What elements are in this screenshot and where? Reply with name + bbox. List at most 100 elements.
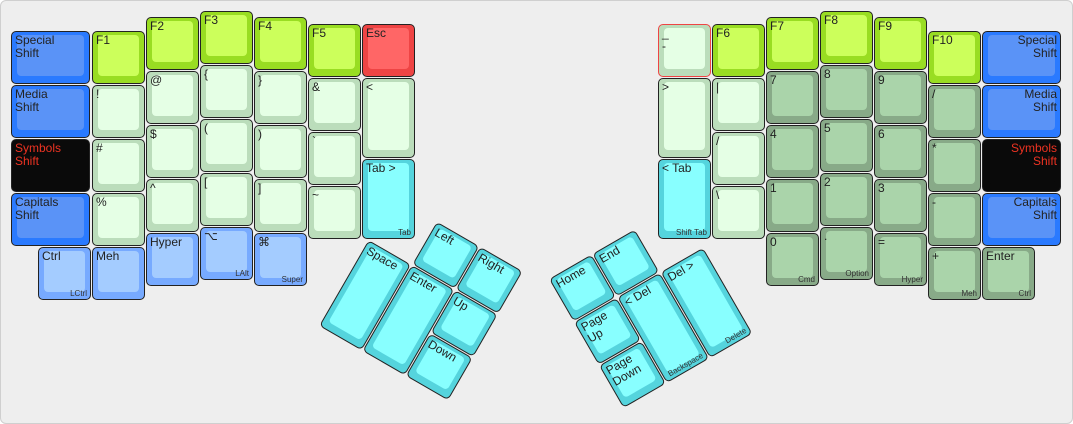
key-f10[interactable]: F10 (928, 31, 981, 84)
key-label: Media Shift (15, 87, 48, 114)
keycap (664, 28, 705, 69)
key-symbols-shift[interactable]: Symbols Shift (982, 139, 1061, 192)
key-symbol[interactable]: [ (200, 173, 253, 226)
key-label: F3 (204, 13, 219, 27)
key-f8[interactable]: F8 (820, 11, 873, 64)
key-symbol[interactable]: @ (146, 71, 199, 124)
key-special-shift[interactable]: Special Shift (11, 31, 90, 84)
key-ctrl[interactable]: Ctrl LCtrl (38, 247, 91, 300)
key-f6[interactable]: F6 (712, 24, 765, 77)
key-capitals-shift[interactable]: Capitals Shift (982, 193, 1061, 246)
key-esc[interactable]: Esc (362, 24, 415, 77)
key-label: [ (204, 175, 208, 189)
key-2[interactable]: 2 (820, 173, 873, 226)
key-symbol[interactable]: > (658, 78, 711, 158)
key-symbol[interactable]: ⌥ LAlt (200, 227, 253, 280)
key-f4[interactable]: F4 (254, 17, 307, 70)
key-symbol[interactable]: ` (308, 132, 361, 185)
keycap (880, 21, 921, 62)
key-sublabel: Hyper (901, 275, 923, 284)
key-meh[interactable]: Meh (92, 247, 145, 300)
key-4[interactable]: 4 (766, 125, 819, 178)
key-symbols-shift[interactable]: Symbols Shift (11, 139, 90, 192)
key-1[interactable]: 1 (766, 179, 819, 232)
key-symbol[interactable]: { (200, 65, 253, 118)
key-symbol[interactable]: ⌘ Super (254, 233, 307, 286)
key-symbol[interactable]: _ - (658, 24, 711, 77)
key-symbol[interactable]: * (928, 139, 981, 192)
keycap (772, 183, 813, 224)
key-sublabel: Ctrl (1018, 289, 1031, 298)
key-symbol[interactable]: % (92, 193, 145, 246)
key-label: F2 (150, 19, 165, 33)
keycap (260, 129, 301, 170)
key-symbol[interactable]: # (92, 139, 145, 192)
keycap (260, 183, 301, 224)
key-f2[interactable]: F2 (146, 17, 199, 70)
key-media-shift[interactable]: Media Shift (11, 85, 90, 138)
key-symbol[interactable]: + Meh (928, 247, 981, 300)
key-symbol[interactable]: = Hyper (874, 233, 927, 286)
keycap (772, 21, 813, 62)
key-symbol[interactable]: / (712, 132, 765, 185)
key-label: . (824, 229, 828, 243)
keycap (152, 183, 193, 224)
key-sublabel: LAlt (235, 269, 249, 278)
key-label: < Tab (662, 161, 692, 175)
key-symbol[interactable]: & (308, 78, 361, 131)
key-label: 9 (878, 73, 885, 87)
key-hyper[interactable]: Hyper (146, 233, 199, 286)
key-tab[interactable]: Tab > Tab (362, 159, 415, 239)
keycap (206, 69, 247, 110)
key-symbol[interactable]: } (254, 71, 307, 124)
key-capitals-shift[interactable]: Capitals Shift (11, 193, 90, 246)
keycap (314, 136, 355, 177)
key-symbol[interactable]: \ (712, 186, 765, 239)
key-label: } (258, 73, 263, 87)
key-5[interactable]: 5 (820, 119, 873, 172)
key-tab[interactable]: < Tab Shift Tab (658, 159, 711, 239)
keycap (98, 197, 139, 238)
key-f1[interactable]: F1 (92, 31, 145, 84)
key-symbol[interactable]: / (928, 85, 981, 138)
key-symbol[interactable]: ] (254, 179, 307, 232)
key-label: $ (150, 127, 157, 141)
key-f3[interactable]: F3 (200, 11, 253, 64)
key-symbol[interactable]: $ (146, 125, 199, 178)
key-label: 3 (878, 181, 885, 195)
key-7[interactable]: 7 (766, 71, 819, 124)
key-symbol[interactable]: | (712, 78, 765, 131)
key-6[interactable]: 6 (874, 125, 927, 178)
key-label: 0 (770, 235, 777, 249)
key-symbol[interactable]: ~ (308, 186, 361, 239)
keycap (988, 143, 1055, 184)
key-label: F4 (258, 19, 273, 33)
key-3[interactable]: 3 (874, 179, 927, 232)
key-symbol[interactable]: ( (200, 119, 253, 172)
key-label: 4 (770, 127, 777, 141)
key-special-shift[interactable]: Special Shift (982, 31, 1061, 84)
key-f7[interactable]: F7 (766, 17, 819, 70)
keycap (718, 28, 759, 69)
key-label: 1 (770, 181, 777, 195)
key-symbol[interactable]: - (928, 193, 981, 246)
key-symbol[interactable]: ^ (146, 179, 199, 232)
keycap (152, 21, 193, 62)
key-symbol[interactable]: ! (92, 85, 145, 138)
key-label: * (932, 141, 937, 155)
key-media-shift[interactable]: Media Shift (982, 85, 1061, 138)
key-symbol[interactable]: < (362, 78, 415, 158)
keycap (934, 251, 975, 292)
key-sublabel: Meh (961, 289, 977, 298)
key-0[interactable]: 0 Cmd (766, 233, 819, 286)
key-9[interactable]: 9 (874, 71, 927, 124)
key-label: 6 (878, 127, 885, 141)
key-enter[interactable]: Enter Ctrl (982, 247, 1035, 300)
key-8[interactable]: 8 (820, 65, 873, 118)
key-f9[interactable]: F9 (874, 17, 927, 70)
key-f5[interactable]: F5 (308, 24, 361, 77)
key-symbol[interactable]: ) (254, 125, 307, 178)
keycap (152, 75, 193, 116)
key-label: Symbols Shift (1010, 141, 1057, 168)
key-symbol[interactable]: . Option (820, 227, 873, 280)
